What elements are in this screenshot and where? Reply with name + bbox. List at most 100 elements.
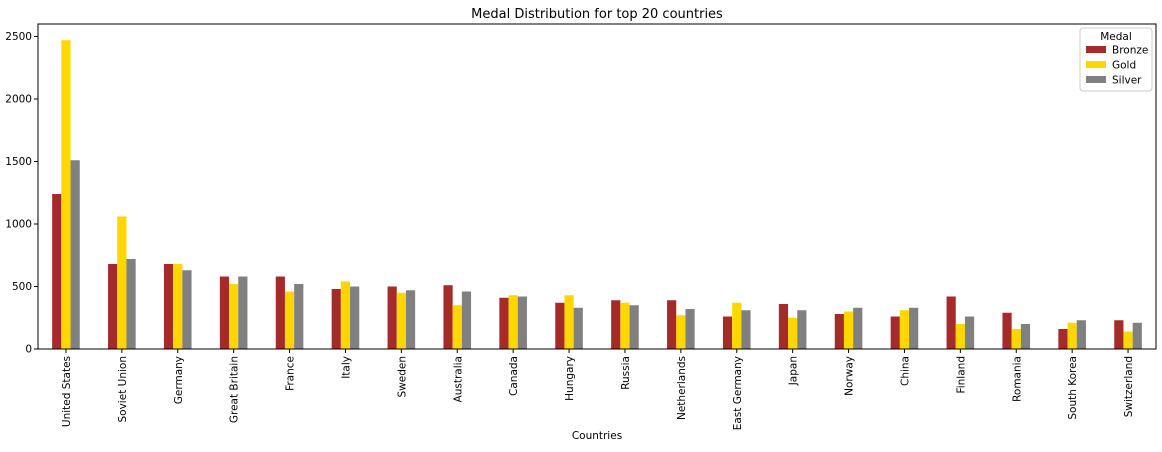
bar-canada-gold [508,295,518,349]
bar-japan-bronze [778,304,789,349]
bar-italy-bronze [331,289,341,349]
bar-sweden-gold [396,292,406,349]
bar-united-states-bronze [52,194,62,349]
bar-sweden-bronze [387,286,397,349]
bar-hungary-gold [564,295,574,349]
legend-title: Medal [1100,31,1132,43]
bar-netherlands-silver [685,309,695,349]
y-tick-label: 1500 [5,156,32,168]
plot-frame [37,23,1157,350]
x-tick-label-norway: Norway [844,356,856,396]
legend-swatch-bronze [1086,46,1106,53]
x-axis-label: Countries [572,430,622,442]
bar-switzerland-bronze [1114,320,1124,349]
bar-norway-silver [853,307,863,349]
bar-east-germany-silver [741,310,751,349]
bar-soviet-union-gold [117,216,127,349]
x-tick-label-china: China [899,356,911,386]
legend-swatch-gold [1086,61,1106,68]
legend-label-bronze: Bronze [1112,45,1148,57]
bar-hungary-bronze [555,302,565,349]
bar-south-korea-gold [1067,322,1077,349]
bar-romania-gold [1011,329,1021,349]
x-axis: United States Soviet Union Germany Great Br… [61,349,1135,430]
bar-italy-silver [350,286,360,349]
bar-italy-gold [340,281,351,349]
bar-romania-bronze [1002,312,1012,349]
bar-switzerland-gold [1123,331,1133,349]
bar-norway-bronze [834,314,844,349]
bar-soviet-union-silver [126,259,136,349]
x-tick-label-great-britain: Great Britain [229,356,241,423]
bar-switzerland-silver [1132,322,1142,349]
bar-germany-bronze [163,264,174,349]
bar-sweden-silver [405,290,416,349]
x-tick-label-germany: Germany [173,356,185,404]
bar-netherlands-gold [676,315,686,349]
bar-russia-silver [629,305,639,349]
x-tick-label-sweden: Sweden [396,356,408,398]
bar-netherlands-bronze [667,300,677,349]
bar-south-korea-bronze [1058,329,1068,349]
legend-label-gold: Gold [1112,60,1136,72]
x-tick-label-italy: Italy [340,356,352,379]
bar-russia-gold [620,302,630,349]
bar-canada-silver [517,296,527,349]
bar-australia-silver [461,291,472,349]
x-tick-label-switzerland: Switzerland [1123,356,1135,417]
bar-hungary-silver [573,307,583,349]
bar-soviet-union-bronze [108,264,118,349]
legend-swatch-silver [1086,76,1106,83]
legend-box [1079,27,1153,92]
bar-norway-gold [843,311,854,349]
bar-east-germany-gold [732,302,742,349]
x-tick-label-soviet-union: Soviet Union [117,356,129,422]
bar-finland-bronze [946,296,956,349]
bar-australia-bronze [443,285,453,349]
y-tick-label: 2500 [5,31,32,43]
bar-france-silver [294,284,304,349]
legend-items: Bronze Gold Silver [1086,45,1148,87]
x-tick-label-japan: Japan [788,356,800,386]
bar-china-silver [909,307,919,349]
bar-finland-silver [964,316,975,349]
bar-japan-silver [797,310,807,349]
x-tick-label-finland: Finland [955,356,967,394]
bar-china-bronze [890,316,900,349]
bar-france-bronze [275,276,285,349]
bar-great-britain-silver [238,276,248,349]
y-axis: 0 500 1000 1500 2000 2500 [5,31,38,356]
bar-france-gold [284,291,295,349]
bar-finland-gold [955,324,965,349]
bar-russia-bronze [611,300,621,349]
bar-germany-gold [173,264,183,349]
legend-label-silver: Silver [1112,75,1142,87]
bar-south-korea-silver [1076,320,1086,349]
x-tick-label-east-germany: East Germany [732,356,744,430]
x-tick-label-france: France [285,356,297,391]
x-tick-label-australia: Australia [452,356,464,402]
y-tick-label: 1000 [5,219,32,231]
bars-layer [52,40,1142,349]
x-tick-label-russia: Russia [620,356,632,390]
bar-united-states-silver [70,160,80,349]
bar-romania-silver [1020,324,1031,349]
x-tick-label-united-states: United States [61,356,73,427]
x-tick-label-canada: Canada [508,356,520,396]
bar-germany-silver [182,270,192,349]
x-tick-label-romania: Romania [1011,356,1023,402]
bar-canada-bronze [499,297,509,349]
bar-australia-gold [452,305,462,349]
bar-china-gold [899,310,910,349]
x-tick-label-south-korea: South Korea [1067,356,1079,420]
bar-great-britain-gold [229,284,239,349]
x-tick-label-hungary: Hungary [564,356,576,401]
y-tick-label: 500 [12,281,32,293]
y-tick-label: 0 [25,344,32,356]
y-tick-label: 2000 [5,94,32,106]
bar-great-britain-bronze [219,276,230,349]
x-tick-label-netherlands: Netherlands [676,356,688,420]
bar-united-states-gold [61,40,71,349]
